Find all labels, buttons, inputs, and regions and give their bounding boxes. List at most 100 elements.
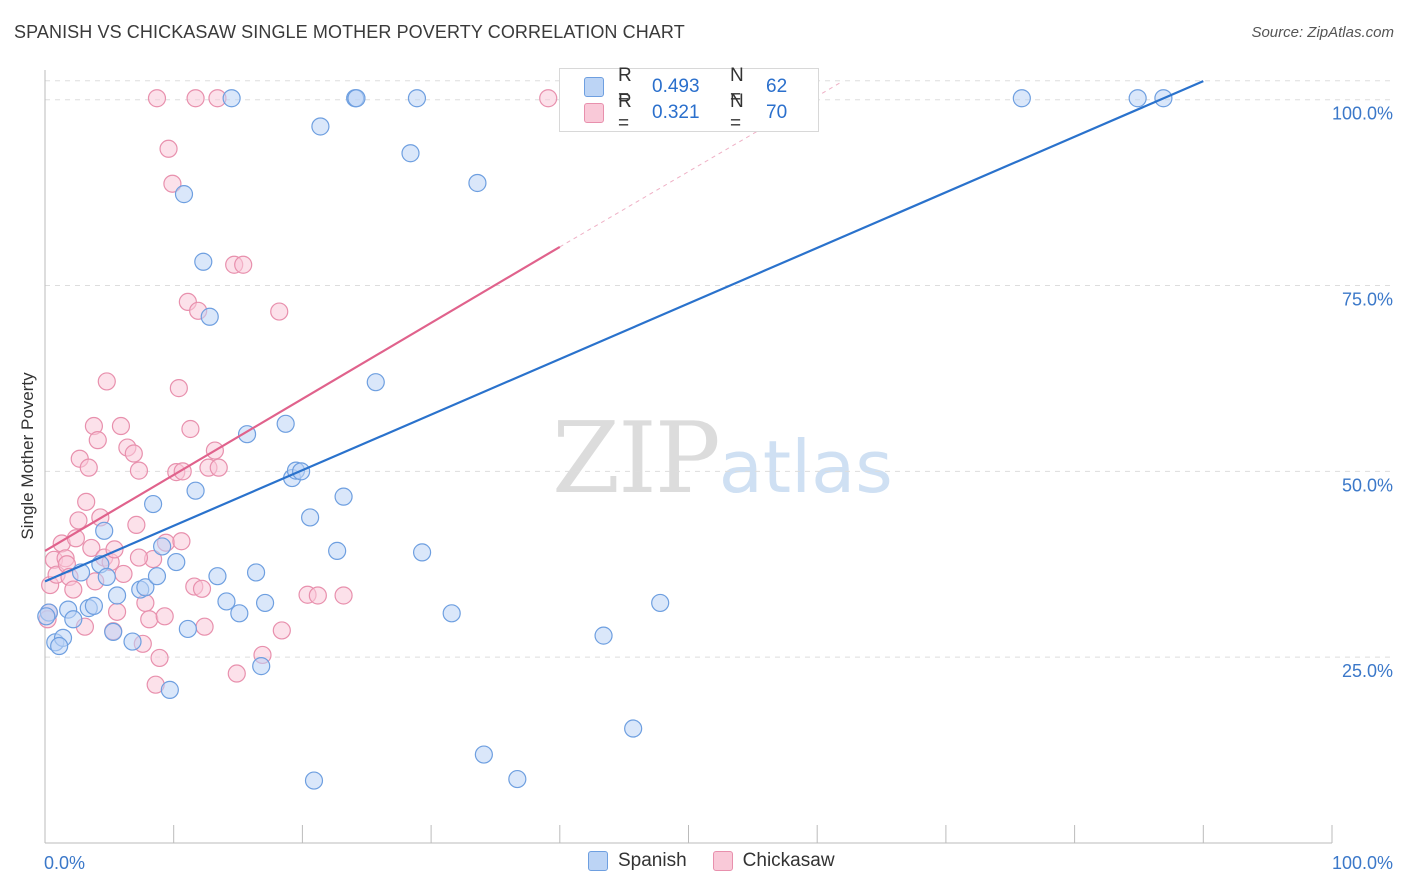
chickasaw-point [77,492,96,511]
chickasaw-point [150,648,169,668]
chickasaw-point [127,515,146,534]
spanish-point [252,657,271,676]
chickasaw-point [169,379,188,398]
spanish-point [468,173,487,193]
chickasaw-point [114,564,133,584]
chickasaw-point [97,372,116,391]
chickasaw-swatch [712,851,733,871]
spanish-point [407,89,427,108]
spanish-point [222,89,241,108]
x-tick-label: 0.0% [44,853,85,873]
spanish-point [347,89,366,108]
spanish-point [304,771,324,790]
chart-title: SPANISH VS CHICKASAW SINGLE MOTHER POVER… [14,22,685,42]
y-tick-label: 25.0% [1342,661,1393,681]
spanish-point [208,567,227,586]
spanish-point [147,567,167,586]
r-value: 0.321 [652,102,700,123]
spanish-point [84,596,104,615]
watermark-atlas: atlas [718,425,893,509]
chickasaw-point [334,586,353,605]
chickasaw-point [270,302,289,321]
spanish-point [1012,89,1031,108]
chickasaw-point [181,419,200,439]
r-label: R = [618,65,632,108]
source-label: Source: ZipAtlas.com [1251,24,1394,41]
chickasaw-point [111,416,131,436]
chickasaw-point [129,461,149,480]
spanish-point [64,610,83,629]
spanish-swatch [584,77,604,97]
spanish-point [311,117,330,136]
watermark: ZIPatlas [552,402,893,516]
spanish-point [442,604,461,623]
chickasaw-point [129,548,149,567]
spanish-point [174,185,194,204]
chickasaw-point [192,579,212,598]
spanish-point [334,487,353,506]
n-value: 70 [766,102,788,123]
chickasaw-point [124,444,143,463]
n-value: 62 [766,76,788,97]
stats-legend: R = 0.493 N = 62 R = 0.321 N = 70 [559,65,819,134]
legend-item-chickasaw[interactable]: Chickasaw [712,850,835,872]
spanish-point [217,592,236,611]
spanish-point [37,607,56,626]
chickasaw-point [163,174,182,193]
spanish-point [328,541,347,560]
spanish-points [37,89,1173,790]
y-tick-label: 100.0% [1332,104,1393,124]
watermark-zip: ZIP [552,402,721,516]
spanish-point [123,632,142,651]
chickasaw-point [186,89,205,108]
chickasaw-point [155,607,174,626]
chickasaw-point [140,610,159,629]
chickasaw-point [539,89,558,108]
spanish-point [200,307,219,326]
chickasaw-swatch [584,103,604,123]
x-tick-label: 100.0% [1332,853,1393,873]
chickasaw-point [172,532,191,551]
spanish-point [624,719,643,738]
chickasaw-point [209,458,228,477]
series-legend: Spanish Chickasaw [588,850,835,872]
spanish-point [167,552,186,572]
chickasaw-point [69,511,88,530]
r-label: R = [618,91,632,134]
spanish-point [104,622,123,642]
spanish-trend-line [44,80,1204,583]
spanish-point [97,567,116,587]
chickasaw-trend-line [44,245,561,552]
spanish-point [153,537,172,556]
chickasaw-point [227,664,246,683]
chickasaw-point [234,255,253,274]
chickasaw-point [88,431,107,450]
spanish-point [194,252,213,271]
legend-item-spanish[interactable]: Spanish [588,850,687,872]
n-label: N = [730,91,744,134]
spanish-point [144,494,163,514]
y-tick-label: 75.0% [1342,290,1393,310]
chickasaw-point [64,580,83,599]
n-label: N = [730,65,744,108]
spanish-point [246,563,266,582]
spanish-point [651,593,670,613]
spanish-point [160,680,179,699]
chickasaw-point [272,621,291,640]
tick-labels: 25.0% 50.0% 75.0% 100.0% 0.0% 100.0% [44,104,1393,873]
chickasaw-point [159,139,178,158]
axes [44,70,1333,844]
spanish-point [474,745,493,764]
spanish-point [178,619,197,639]
r-value: 0.493 [652,76,700,97]
spanish-point [1128,89,1147,108]
chickasaw-point [79,458,98,477]
legend-label-spanish: Spanish [618,850,687,871]
y-tick-label: 50.0% [1342,475,1393,495]
spanish-point [276,414,295,433]
trend-lines [44,80,1204,583]
spanish-point [95,521,114,540]
spanish-point [301,508,320,527]
spanish-point [255,593,275,613]
spanish-point [230,604,249,623]
